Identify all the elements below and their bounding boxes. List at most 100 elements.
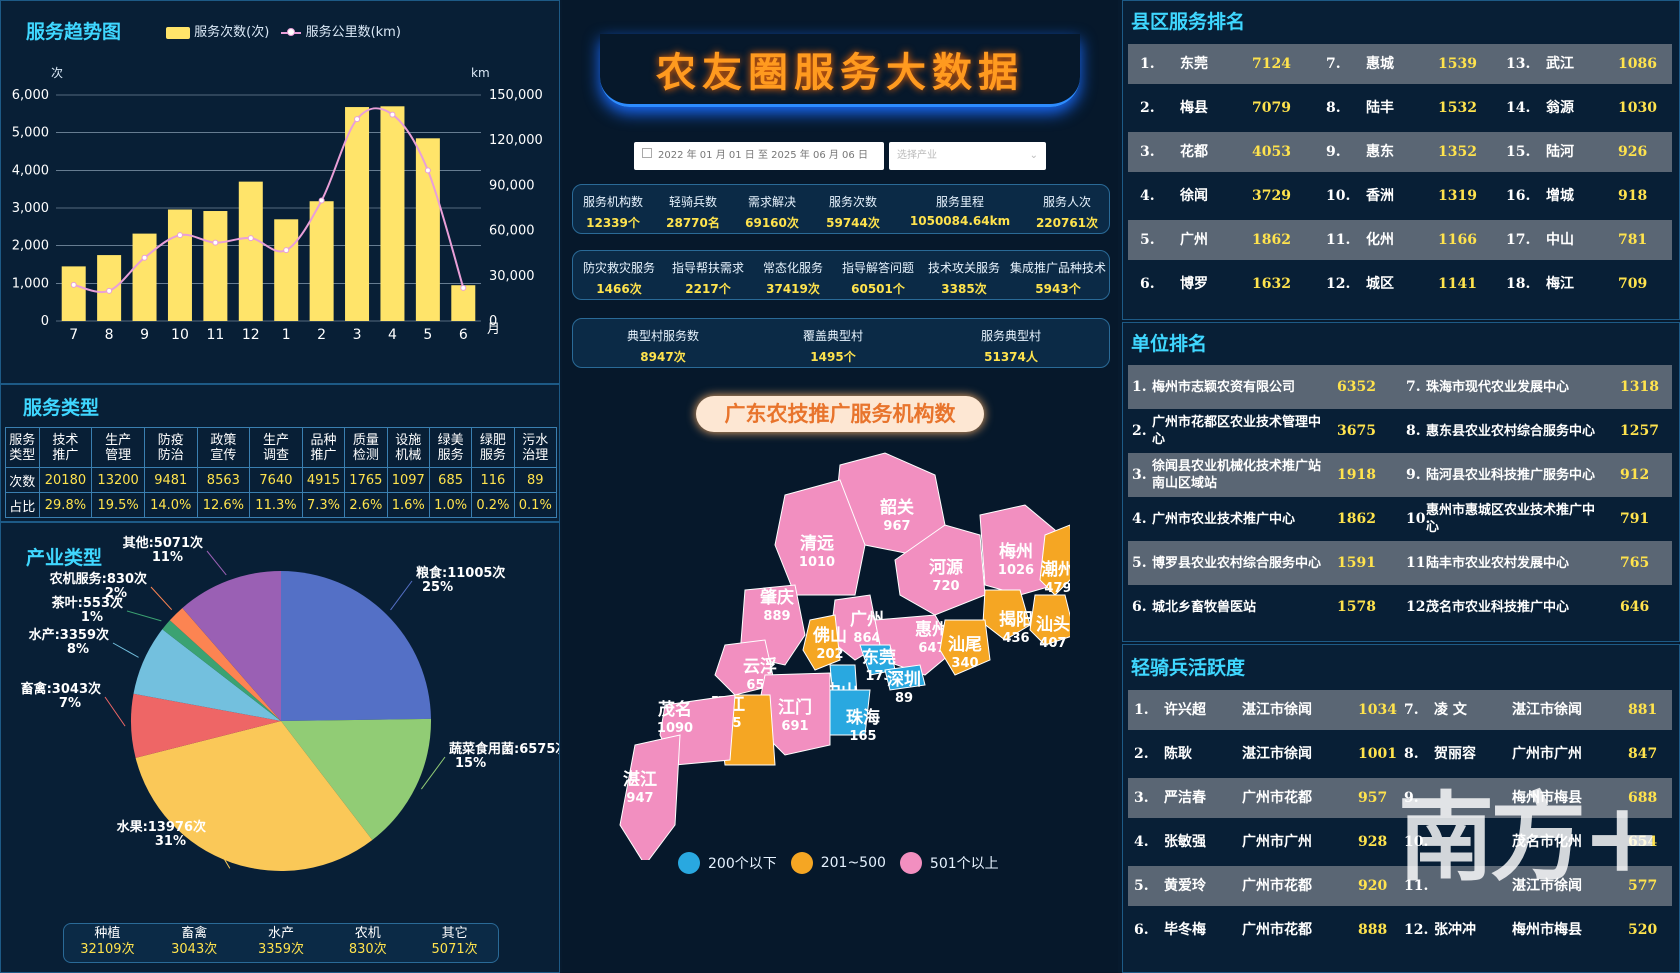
km-point	[424, 167, 431, 174]
unit-value: 1257	[1620, 422, 1659, 439]
stat-value: 51374人	[984, 350, 1038, 364]
service-type-header: 技术 推广	[38, 427, 93, 468]
person-area: 茂名市化州	[1512, 834, 1582, 850]
pie-slice	[169, 607, 281, 721]
pie-slice	[182, 571, 281, 721]
map-region	[619, 734, 681, 860]
rank-number: 6.	[1140, 276, 1155, 292]
pct-cell: 11.3%	[249, 492, 303, 518]
stat-label: 指导帮扶需求	[671, 261, 744, 275]
rank-number: 8.	[1406, 422, 1421, 439]
map-region-name: 汕头	[1036, 615, 1070, 635]
person-area: 湛江市徐闻	[1512, 878, 1582, 894]
industry-summary-value: 830次	[348, 942, 387, 957]
county-name: 广州	[1180, 232, 1208, 248]
count-cell: 7640	[249, 467, 303, 493]
county-rank-title: 县区服务排名	[1131, 11, 1246, 33]
bar	[132, 233, 157, 321]
bar	[238, 181, 263, 321]
pct-cell: 14.0%	[143, 492, 198, 518]
map-region-value: 340	[951, 656, 978, 671]
legend-line-swatch	[281, 27, 302, 36]
service-type-header: 生产 管理	[91, 427, 145, 468]
count-cell: 20180	[38, 467, 93, 493]
county-value: 7124	[1252, 56, 1291, 72]
km-point	[460, 284, 467, 291]
person-area: 湛江市徐闻	[1242, 702, 1312, 718]
active-rank-row: 6. 毕冬梅 广州市花都 888 12. 张冲冲 梅州市梅县 520	[1128, 910, 1672, 950]
pie-label: 水产:3359次	[29, 627, 109, 643]
person-value: 888	[1358, 922, 1388, 938]
pie-slice	[131, 693, 281, 758]
stat-value: 220761次	[1035, 216, 1099, 230]
industry-panel: 产业类型 粮食:11005次 25% 蔬菜食用菌:6575次 15% 水果:13976次…	[0, 522, 560, 973]
map-region-name: 佛山	[812, 625, 847, 646]
unit-name: 梅州市志颖农资有限公司	[1152, 379, 1296, 395]
date-range-picker[interactable]: 2022 年 01 月 01 日 至 2025 年 06 月 06 日	[634, 142, 884, 170]
rank-number: 14.	[1506, 100, 1531, 116]
legend-item: 501个以上	[899, 852, 999, 874]
county-name: 梅江	[1546, 276, 1574, 292]
map-region-value: 1026	[998, 563, 1034, 578]
unit-rank-row: 1. 梅州市志颖农资有限公司 6352 7. 珠海市现代农业发展中心 1318	[1128, 365, 1672, 409]
stat-value: 1495个	[810, 350, 856, 364]
map-region-name: 潮州	[1041, 559, 1070, 580]
person-name: 凌 文	[1434, 702, 1467, 718]
map-region-value: 967	[883, 519, 910, 534]
stat-label: 服务次数	[828, 195, 877, 209]
map-region-value: 947	[626, 791, 653, 806]
unit-rank-row: 5. 博罗县农业农村综合服务中心 1591 11. 陆丰市农业农村发展中心 765	[1128, 541, 1672, 585]
y-left-tick: 5,000	[12, 126, 49, 141]
y-right-tick: 90,000	[489, 178, 535, 193]
county-value: 1532	[1438, 100, 1477, 116]
map-region-value: 479	[1044, 581, 1070, 596]
stat-item: 服务里程 1050084.64km	[895, 193, 1025, 228]
unit-name: 博罗县农业农村综合服务中心	[1152, 555, 1322, 571]
km-point	[318, 197, 325, 204]
stat-item: 服务人次 220761次	[1025, 193, 1109, 231]
county-name: 陆河	[1546, 144, 1574, 160]
km-point	[106, 287, 113, 294]
county-name: 博罗	[1180, 276, 1208, 292]
pie-slice	[281, 571, 431, 721]
stat-value: 12339个	[586, 216, 640, 230]
service-type-table: 服务 类型 技术 推广 生产 管理 防疫 防治 政策 宣传 生产 调查 品种 推广 质量 检测…	[5, 427, 558, 518]
industry-select[interactable]: 选择产业 ⌄	[889, 142, 1046, 170]
rank-number: 17.	[1506, 232, 1531, 248]
count-cell: 685	[428, 467, 473, 493]
industry-summary: 种植 32109次 畜禽 3043次 水产 3359次 农机 830次 其它 5071次	[63, 923, 499, 963]
bar	[451, 285, 476, 321]
legend-item: 201~500	[790, 852, 886, 874]
rank-number: 5.	[1140, 232, 1155, 248]
unit-value: 6352	[1337, 378, 1376, 395]
x-tick: 6	[459, 327, 468, 343]
map-region-value: 889	[763, 609, 790, 624]
active-rank-title: 轻骑兵活跃度	[1131, 657, 1246, 679]
stat-value: 28770名	[666, 216, 720, 230]
rank-number: 6.	[1132, 598, 1147, 615]
y-right-tick: 30,000	[489, 269, 535, 284]
map-region-value: 647	[918, 641, 945, 656]
county-name: 东莞	[1180, 56, 1208, 72]
person-area: 广州市花都	[1242, 922, 1312, 938]
unit-rank-row: 3. 徐闻县农业机械化技术推广站南山区域站 1918 9. 陆河县农业科技推广服务中心 9…	[1128, 453, 1672, 497]
pct-cell: 19.5%	[91, 492, 145, 518]
legend-label: 501个以上	[929, 856, 999, 872]
industry-summary-item: 种植 32109次	[64, 924, 151, 962]
map-region-value: 165	[849, 729, 876, 744]
county-value: 781	[1618, 232, 1648, 248]
unit-value: 3675	[1337, 422, 1376, 439]
bar	[345, 107, 370, 321]
stat-label: 服务里程	[935, 195, 984, 209]
stat-label: 需求解决	[747, 195, 796, 209]
map-region-value: 1090	[657, 721, 693, 736]
map-region	[714, 639, 776, 696]
km-line	[73, 107, 465, 293]
pct-cell: 0.1%	[513, 492, 558, 518]
unit-name: 广州市花都区农业技术管理中心	[1152, 415, 1322, 447]
x-unit: 月	[487, 322, 500, 337]
x-tick: 11	[206, 327, 224, 343]
map-region-name: 珠海	[846, 707, 880, 728]
pie-pct: 7%	[59, 696, 81, 711]
